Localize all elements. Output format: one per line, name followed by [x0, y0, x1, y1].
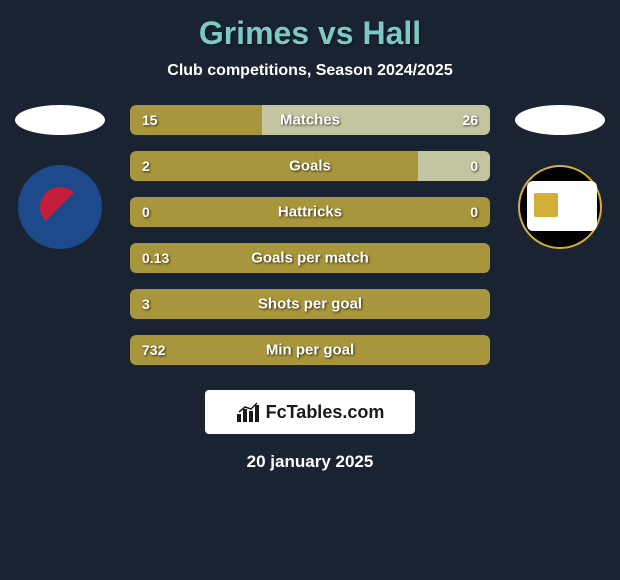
page-title: Grimes vs Hall: [0, 15, 620, 52]
left-player-column: [10, 105, 110, 249]
chart-icon: [236, 402, 260, 422]
stat-row: 0.13 Goals per match: [130, 243, 490, 273]
stat-left-value: 0.13: [142, 250, 169, 266]
stat-right-value: 0: [470, 158, 478, 174]
stat-row: 3 Shots per goal: [130, 289, 490, 319]
stat-right-value: 26: [462, 112, 478, 128]
bar-segment-right: [418, 151, 490, 181]
stat-label: Goals per match: [251, 250, 369, 267]
stat-left-value: 3: [142, 296, 150, 312]
subtitle: Club competitions, Season 2024/2025: [0, 62, 620, 80]
stat-row: 732 Min per goal: [130, 335, 490, 365]
stat-left-value: 2: [142, 158, 150, 174]
stat-label: Min per goal: [266, 342, 354, 359]
right-club-crest: [518, 165, 602, 249]
stat-bars: 15 Matches 26 2 Goals 0 0 Hattricks 0 0.13 Goals p…: [130, 105, 490, 365]
brand-logo[interactable]: FcTables.com: [205, 390, 415, 434]
stat-right-value: 0: [470, 204, 478, 220]
left-club-crest: [18, 165, 102, 249]
stat-left-value: 732: [142, 342, 165, 358]
stat-row: 2 Goals 0: [130, 151, 490, 181]
left-player-photo-placeholder: [15, 105, 105, 135]
stat-label: Matches: [280, 112, 340, 129]
stat-left-value: 0: [142, 204, 150, 220]
right-player-photo-placeholder: [515, 105, 605, 135]
stat-label: Hattricks: [278, 204, 342, 221]
stat-label: Shots per goal: [258, 296, 362, 313]
footer-date: 20 january 2025: [0, 452, 620, 472]
stat-left-value: 15: [142, 112, 158, 128]
bar-segment-left: [130, 151, 418, 181]
brand-text: FcTables.com: [266, 402, 385, 423]
comparison-widget: Grimes vs Hall Club competitions, Season…: [0, 0, 620, 580]
stat-row: 15 Matches 26: [130, 105, 490, 135]
stat-label: Goals: [289, 158, 331, 175]
stat-row: 0 Hattricks 0: [130, 197, 490, 227]
main-area: 15 Matches 26 2 Goals 0 0 Hattricks 0 0.13 Goals p…: [0, 105, 620, 365]
right-player-column: [510, 105, 610, 249]
